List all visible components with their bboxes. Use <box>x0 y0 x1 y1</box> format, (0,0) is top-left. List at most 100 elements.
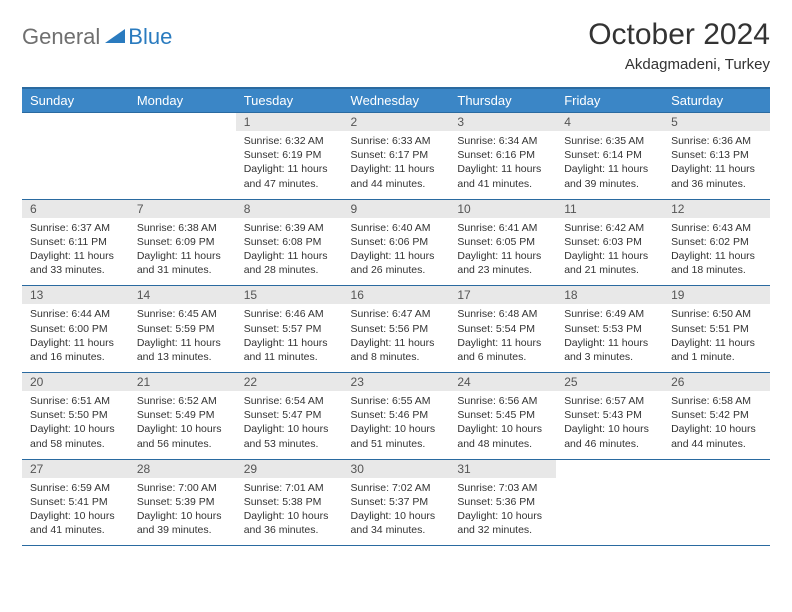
day-details: Sunrise: 7:00 AMSunset: 5:39 PMDaylight:… <box>129 478 236 546</box>
calendar-day-cell: 15Sunrise: 6:46 AMSunset: 5:57 PMDayligh… <box>236 286 343 373</box>
calendar-week-row: ....1Sunrise: 6:32 AMSunset: 6:19 PMDayl… <box>22 113 770 200</box>
day-details: Sunrise: 6:42 AMSunset: 6:03 PMDaylight:… <box>556 218 663 286</box>
day-number: 22 <box>236 373 343 391</box>
day-number: 8 <box>236 200 343 218</box>
day-details: Sunrise: 6:48 AMSunset: 5:54 PMDaylight:… <box>449 304 556 372</box>
weekday-header: Monday <box>129 88 236 113</box>
calendar-day-cell: 23Sunrise: 6:55 AMSunset: 5:46 PMDayligh… <box>343 373 450 460</box>
day-details: Sunrise: 6:34 AMSunset: 6:16 PMDaylight:… <box>449 131 556 199</box>
calendar-week-row: 20Sunrise: 6:51 AMSunset: 5:50 PMDayligh… <box>22 373 770 460</box>
calendar-day-cell: 18Sunrise: 6:49 AMSunset: 5:53 PMDayligh… <box>556 286 663 373</box>
day-number: 19 <box>663 286 770 304</box>
calendar-week-row: 27Sunrise: 6:59 AMSunset: 5:41 PMDayligh… <box>22 459 770 546</box>
day-details: Sunrise: 6:35 AMSunset: 6:14 PMDaylight:… <box>556 131 663 199</box>
calendar-day-cell: .. <box>129 113 236 200</box>
calendar-day-cell: .. <box>663 459 770 546</box>
calendar-day-cell: 12Sunrise: 6:43 AMSunset: 6:02 PMDayligh… <box>663 199 770 286</box>
logo-text-general: General <box>22 24 100 50</box>
day-number: 11 <box>556 200 663 218</box>
location: Akdagmadeni, Turkey <box>588 56 770 73</box>
calendar-week-row: 6Sunrise: 6:37 AMSunset: 6:11 PMDaylight… <box>22 199 770 286</box>
day-details: Sunrise: 7:03 AMSunset: 5:36 PMDaylight:… <box>449 478 556 546</box>
day-details: Sunrise: 7:01 AMSunset: 5:38 PMDaylight:… <box>236 478 343 546</box>
day-details: Sunrise: 6:32 AMSunset: 6:19 PMDaylight:… <box>236 131 343 199</box>
day-details: Sunrise: 6:43 AMSunset: 6:02 PMDaylight:… <box>663 218 770 286</box>
day-number: 17 <box>449 286 556 304</box>
day-number: 20 <box>22 373 129 391</box>
calendar-day-cell: 11Sunrise: 6:42 AMSunset: 6:03 PMDayligh… <box>556 199 663 286</box>
day-number: 2 <box>343 113 450 131</box>
day-details: Sunrise: 6:36 AMSunset: 6:13 PMDaylight:… <box>663 131 770 199</box>
calendar-day-cell: 25Sunrise: 6:57 AMSunset: 5:43 PMDayligh… <box>556 373 663 460</box>
logo-text-blue: Blue <box>128 24 172 50</box>
calendar-day-cell: .. <box>22 113 129 200</box>
weekday-header: Sunday <box>22 88 129 113</box>
calendar-day-cell: 20Sunrise: 6:51 AMSunset: 5:50 PMDayligh… <box>22 373 129 460</box>
calendar-day-cell: 27Sunrise: 6:59 AMSunset: 5:41 PMDayligh… <box>22 459 129 546</box>
calendar-day-cell: 10Sunrise: 6:41 AMSunset: 6:05 PMDayligh… <box>449 199 556 286</box>
day-number: 4 <box>556 113 663 131</box>
calendar-day-cell: 24Sunrise: 6:56 AMSunset: 5:45 PMDayligh… <box>449 373 556 460</box>
day-number: 12 <box>663 200 770 218</box>
calendar-day-cell: 21Sunrise: 6:52 AMSunset: 5:49 PMDayligh… <box>129 373 236 460</box>
weekday-header: Saturday <box>663 88 770 113</box>
day-number: 14 <box>129 286 236 304</box>
day-number: 10 <box>449 200 556 218</box>
header: General Blue October 2024 Akdagmadeni, T… <box>22 18 770 73</box>
calendar-day-cell: 29Sunrise: 7:01 AMSunset: 5:38 PMDayligh… <box>236 459 343 546</box>
day-details: Sunrise: 6:37 AMSunset: 6:11 PMDaylight:… <box>22 218 129 286</box>
day-number: 23 <box>343 373 450 391</box>
day-number: 15 <box>236 286 343 304</box>
calendar-day-cell: 5Sunrise: 6:36 AMSunset: 6:13 PMDaylight… <box>663 113 770 200</box>
day-number: 31 <box>449 460 556 478</box>
day-details: Sunrise: 6:58 AMSunset: 5:42 PMDaylight:… <box>663 391 770 459</box>
day-number: 30 <box>343 460 450 478</box>
day-number: 29 <box>236 460 343 478</box>
weekday-header: Thursday <box>449 88 556 113</box>
logo-triangle-icon <box>105 27 125 48</box>
weekday-header: Friday <box>556 88 663 113</box>
day-details: Sunrise: 6:50 AMSunset: 5:51 PMDaylight:… <box>663 304 770 372</box>
day-details: Sunrise: 6:56 AMSunset: 5:45 PMDaylight:… <box>449 391 556 459</box>
calendar-day-cell: 4Sunrise: 6:35 AMSunset: 6:14 PMDaylight… <box>556 113 663 200</box>
day-details: Sunrise: 6:52 AMSunset: 5:49 PMDaylight:… <box>129 391 236 459</box>
day-number: 18 <box>556 286 663 304</box>
calendar-day-cell: 22Sunrise: 6:54 AMSunset: 5:47 PMDayligh… <box>236 373 343 460</box>
day-number: 26 <box>663 373 770 391</box>
day-details: Sunrise: 6:41 AMSunset: 6:05 PMDaylight:… <box>449 218 556 286</box>
day-details: Sunrise: 6:51 AMSunset: 5:50 PMDaylight:… <box>22 391 129 459</box>
calendar-day-cell: 9Sunrise: 6:40 AMSunset: 6:06 PMDaylight… <box>343 199 450 286</box>
day-number: 16 <box>343 286 450 304</box>
day-number: 28 <box>129 460 236 478</box>
day-number: 13 <box>22 286 129 304</box>
day-details: Sunrise: 6:47 AMSunset: 5:56 PMDaylight:… <box>343 304 450 372</box>
calendar-day-cell: 3Sunrise: 6:34 AMSunset: 6:16 PMDaylight… <box>449 113 556 200</box>
day-number: 6 <box>22 200 129 218</box>
calendar-day-cell: 13Sunrise: 6:44 AMSunset: 6:00 PMDayligh… <box>22 286 129 373</box>
day-details: Sunrise: 6:39 AMSunset: 6:08 PMDaylight:… <box>236 218 343 286</box>
calendar-day-cell: 26Sunrise: 6:58 AMSunset: 5:42 PMDayligh… <box>663 373 770 460</box>
day-details: Sunrise: 6:33 AMSunset: 6:17 PMDaylight:… <box>343 131 450 199</box>
day-number: 27 <box>22 460 129 478</box>
calendar-day-cell: 8Sunrise: 6:39 AMSunset: 6:08 PMDaylight… <box>236 199 343 286</box>
day-details: Sunrise: 6:55 AMSunset: 5:46 PMDaylight:… <box>343 391 450 459</box>
weekday-header: Tuesday <box>236 88 343 113</box>
weekday-header: Wednesday <box>343 88 450 113</box>
calendar-day-cell: 6Sunrise: 6:37 AMSunset: 6:11 PMDaylight… <box>22 199 129 286</box>
calendar-day-cell: 14Sunrise: 6:45 AMSunset: 5:59 PMDayligh… <box>129 286 236 373</box>
logo: General Blue <box>22 18 172 50</box>
calendar-day-cell: 30Sunrise: 7:02 AMSunset: 5:37 PMDayligh… <box>343 459 450 546</box>
day-details: Sunrise: 6:46 AMSunset: 5:57 PMDaylight:… <box>236 304 343 372</box>
day-number: 24 <box>449 373 556 391</box>
calendar-week-row: 13Sunrise: 6:44 AMSunset: 6:00 PMDayligh… <box>22 286 770 373</box>
calendar-day-cell: 28Sunrise: 7:00 AMSunset: 5:39 PMDayligh… <box>129 459 236 546</box>
calendar-day-cell: .. <box>556 459 663 546</box>
day-details: Sunrise: 6:40 AMSunset: 6:06 PMDaylight:… <box>343 218 450 286</box>
calendar-day-cell: 16Sunrise: 6:47 AMSunset: 5:56 PMDayligh… <box>343 286 450 373</box>
day-details: Sunrise: 6:49 AMSunset: 5:53 PMDaylight:… <box>556 304 663 372</box>
calendar-day-cell: 31Sunrise: 7:03 AMSunset: 5:36 PMDayligh… <box>449 459 556 546</box>
calendar-table: Sunday Monday Tuesday Wednesday Thursday… <box>22 87 770 546</box>
month-title: October 2024 <box>588 18 770 52</box>
day-details: Sunrise: 6:57 AMSunset: 5:43 PMDaylight:… <box>556 391 663 459</box>
day-number: 21 <box>129 373 236 391</box>
